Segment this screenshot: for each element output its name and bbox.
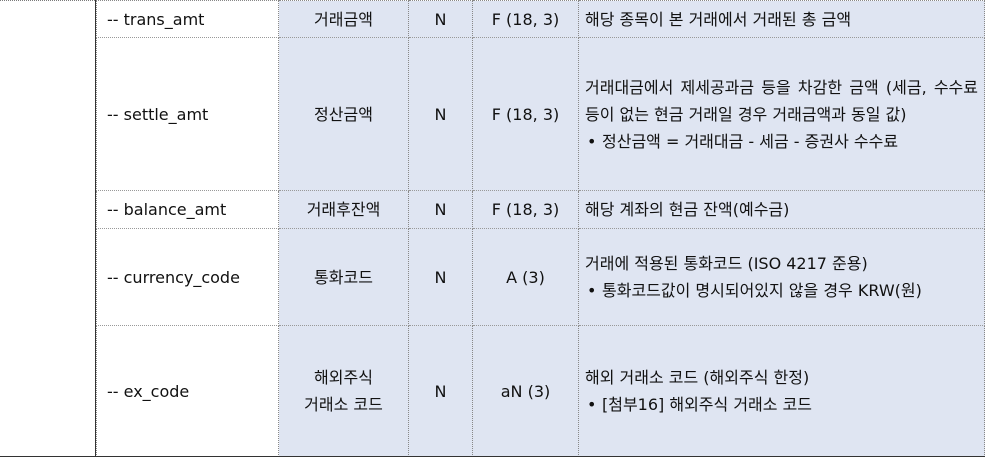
bullet-text: [첨부16] 해외주식 거래소 코드 <box>602 395 813 415</box>
field-korean-name: 정산금액 <box>278 37 409 191</box>
field-type: aN (3) <box>472 325 579 457</box>
field-korean-name: 거래후잔액 <box>278 190 409 229</box>
description-text: 해당 계좌의 현금 잔액(예수금) <box>585 200 790 219</box>
korean-name-line: 해외주식 <box>314 368 373 388</box>
description-text: 해당 종목이 본 거래에서 거래된 총 금액 <box>585 9 852 29</box>
field-name: -- currency_code <box>96 228 279 326</box>
field-required: N <box>408 228 473 326</box>
table-row: -- balance_amt 거래후잔액 N F (18, 3) 해당 계좌의 … <box>96 190 985 229</box>
field-description: 거래에 적용된 통화코드 (ISO 4217 준용) • 통화코드값이 명시되어… <box>578 228 985 326</box>
field-required: N <box>408 0 473 38</box>
field-spec-table: -- trans_amt 거래금액 N F (18, 3) 해당 종목이 본 거… <box>96 0 985 457</box>
field-required: N <box>408 325 473 457</box>
field-name: -- balance_amt <box>96 190 279 229</box>
description-text: 거래에 적용된 통화코드 (ISO 4217 준용) <box>585 254 868 273</box>
field-required: N <box>408 37 473 191</box>
table-row: -- ex_code 해외주식 거래소 코드 N aN (3) 해외 거래소 코… <box>96 325 985 457</box>
table-row: -- trans_amt 거래금액 N F (18, 3) 해당 종목이 본 거… <box>96 0 985 38</box>
table-left-border <box>95 0 96 456</box>
field-name: -- ex_code <box>96 325 279 457</box>
korean-name-line: 거래소 코드 <box>304 395 383 415</box>
field-type: A (3) <box>472 228 579 326</box>
left-margin-dotted-line <box>0 0 95 1</box>
table-row: -- currency_code 통화코드 N A (3) 거래에 적용된 통화… <box>96 228 985 326</box>
korean-name-line: 통화코드 <box>314 267 373 287</box>
bottom-border <box>0 456 985 457</box>
field-type: F (18, 3) <box>472 190 579 229</box>
bullet-item: • [첨부16] 해외주식 거래소 코드 <box>585 391 978 418</box>
bullet-icon: • <box>587 131 597 151</box>
field-korean-name: 거래금액 <box>278 0 409 38</box>
field-required: N <box>408 190 473 229</box>
field-type: F (18, 3) <box>472 0 579 38</box>
bullet-icon: • <box>587 395 597 415</box>
field-description: 거래대금에서 제세공과금 등을 차감한 금액 (세금, 수수료 등이 없는 현금… <box>578 37 985 191</box>
field-korean-name: 해외주식 거래소 코드 <box>278 325 409 457</box>
description-text: 해외 거래소 코드 (해외주식 한정) <box>585 368 810 388</box>
bullet-item: • 통화코드값이 명시되어있지 않을 경우 KRW(원) <box>585 277 978 304</box>
bullet-text: 정산금액 = 거래대금 - 세금 - 증권사 수수료 <box>602 131 899 151</box>
field-description: 해당 계좌의 현금 잔액(예수금) <box>578 190 985 229</box>
bullet-item: • 정산금액 = 거래대금 - 세금 - 증권사 수수료 <box>585 128 978 155</box>
table-row: -- settle_amt 정산금액 N F (18, 3) 거래대금에서 제세… <box>96 37 985 191</box>
field-name: -- settle_amt <box>96 37 279 191</box>
field-name: -- trans_amt <box>96 0 279 38</box>
field-description: 해외 거래소 코드 (해외주식 한정) • [첨부16] 해외주식 거래소 코드 <box>578 325 985 457</box>
bullet-text: 통화코드값이 명시되어있지 않을 경우 KRW(원) <box>602 281 922 300</box>
korean-name-line: 거래후잔액 <box>306 200 381 219</box>
korean-name-line: 거래금액 <box>314 9 373 29</box>
bullet-icon: • <box>587 281 597 300</box>
field-type: F (18, 3) <box>472 37 579 191</box>
field-korean-name: 통화코드 <box>278 228 409 326</box>
field-description: 해당 종목이 본 거래에서 거래된 총 금액 <box>578 0 985 38</box>
description-text: 거래대금에서 제세공과금 등을 차감한 금액 (세금, 수수료 등이 없는 현금… <box>585 77 978 124</box>
korean-name-line: 정산금액 <box>314 104 373 124</box>
